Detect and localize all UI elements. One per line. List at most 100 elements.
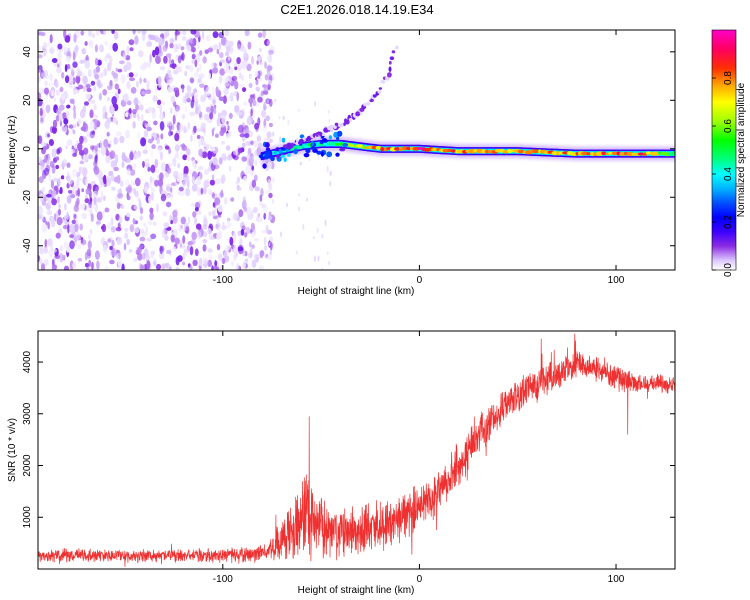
noise-blob xyxy=(79,223,83,231)
noise-speckle xyxy=(328,260,331,266)
noise-blob xyxy=(202,141,207,148)
noise-blob xyxy=(198,165,204,171)
ridge-core-blob xyxy=(670,151,675,156)
noise-blob xyxy=(84,41,88,46)
noise-blob xyxy=(61,112,68,120)
noise-blob xyxy=(137,252,143,261)
noise-blob xyxy=(47,42,51,47)
noise-blob xyxy=(223,77,228,83)
noise-blob xyxy=(83,147,89,155)
noise-speckle xyxy=(272,198,275,205)
noise-blob xyxy=(229,222,232,227)
noise-blob xyxy=(196,230,202,239)
noise-blob xyxy=(203,180,210,189)
ridge-scatter-blob xyxy=(270,156,275,162)
noise-blob xyxy=(123,242,127,251)
noise-blob xyxy=(233,149,239,156)
snr-y-ticks: 1000 2000 3000 4000 xyxy=(22,350,675,528)
noise-blob xyxy=(55,89,60,96)
noise-blob xyxy=(49,34,53,44)
noise-blob xyxy=(268,161,273,169)
noise-blob xyxy=(182,244,186,249)
noise-blob xyxy=(112,117,117,123)
noise-blob xyxy=(142,149,148,154)
noise-blob xyxy=(81,212,88,220)
noise-blob xyxy=(96,260,100,270)
noise-blob xyxy=(88,30,92,37)
ridge-core-blob xyxy=(375,146,382,150)
noise-blob xyxy=(182,235,186,244)
noise-blob xyxy=(263,236,267,246)
noise-blob xyxy=(150,187,156,193)
noise-blob xyxy=(75,180,80,190)
noise-blob xyxy=(170,187,173,193)
noise-blob xyxy=(149,176,153,183)
noise-blob xyxy=(110,106,115,115)
noise-blob xyxy=(236,187,242,191)
noise-blob xyxy=(174,237,180,245)
noise-blob xyxy=(165,164,170,170)
noise-speckle xyxy=(302,223,305,230)
noise-blob xyxy=(38,44,41,51)
rising-trace-blob xyxy=(355,111,361,117)
noise-blob xyxy=(154,179,159,187)
noise-blob xyxy=(245,165,252,175)
noise-blob xyxy=(189,246,194,256)
noise-blob xyxy=(58,208,61,216)
noise-blob xyxy=(46,209,53,216)
noise-blob xyxy=(66,211,69,221)
noise-blob xyxy=(162,101,166,106)
noise-blob xyxy=(104,56,108,62)
noise-blob xyxy=(150,164,156,173)
noise-speckle xyxy=(287,120,290,126)
noise-blob xyxy=(64,35,71,43)
noise-blob xyxy=(196,210,202,215)
noise-blob xyxy=(134,227,140,234)
noise-blob xyxy=(239,133,245,138)
noise-blob xyxy=(194,59,198,68)
ridge-core-blob xyxy=(532,149,540,154)
noise-blob xyxy=(235,252,238,258)
noise-blob xyxy=(228,165,232,172)
y-tick-label: 40 xyxy=(22,46,33,58)
noise-blob xyxy=(150,251,154,259)
noise-blob xyxy=(185,187,191,197)
noise-speckle xyxy=(321,233,324,239)
ridge-scatter-blob xyxy=(280,154,285,158)
noise-blob xyxy=(239,238,243,247)
noise-speckle xyxy=(298,193,301,197)
noise-blob xyxy=(56,216,63,226)
ridge-core-blob xyxy=(601,151,607,156)
noise-blob xyxy=(218,96,225,102)
noise-blob xyxy=(72,129,76,135)
ridge-scatter-blob xyxy=(281,137,286,143)
noise-blob xyxy=(166,185,171,192)
noise-blob xyxy=(50,219,56,228)
noise-blob xyxy=(256,60,259,65)
noise-blob xyxy=(53,97,57,102)
noise-blob xyxy=(211,62,215,69)
noise-speckle xyxy=(272,177,275,184)
noise-blob xyxy=(84,262,89,268)
noise-blob xyxy=(59,86,64,93)
colorbar-tick-label: 0.8 xyxy=(723,71,734,85)
noise-blob xyxy=(128,39,135,46)
noise-blob xyxy=(165,73,169,80)
noise-blob xyxy=(44,238,48,247)
noise-blob xyxy=(58,60,62,67)
noise-blob xyxy=(134,35,139,45)
ridge-core-blob xyxy=(356,144,364,148)
noise-blob xyxy=(145,253,150,263)
noise-blob xyxy=(52,177,59,182)
noise-blob xyxy=(255,86,260,92)
noise-blob xyxy=(191,59,196,64)
noise-blob xyxy=(177,55,182,64)
noise-speckle xyxy=(278,116,281,120)
noise-blob xyxy=(156,137,160,144)
noise-blob xyxy=(138,104,144,111)
noise-blob xyxy=(138,200,142,210)
noise-blob xyxy=(106,96,111,102)
noise-blob xyxy=(163,55,168,64)
noise-blob xyxy=(80,126,87,132)
rising-trace-blob xyxy=(296,139,299,143)
